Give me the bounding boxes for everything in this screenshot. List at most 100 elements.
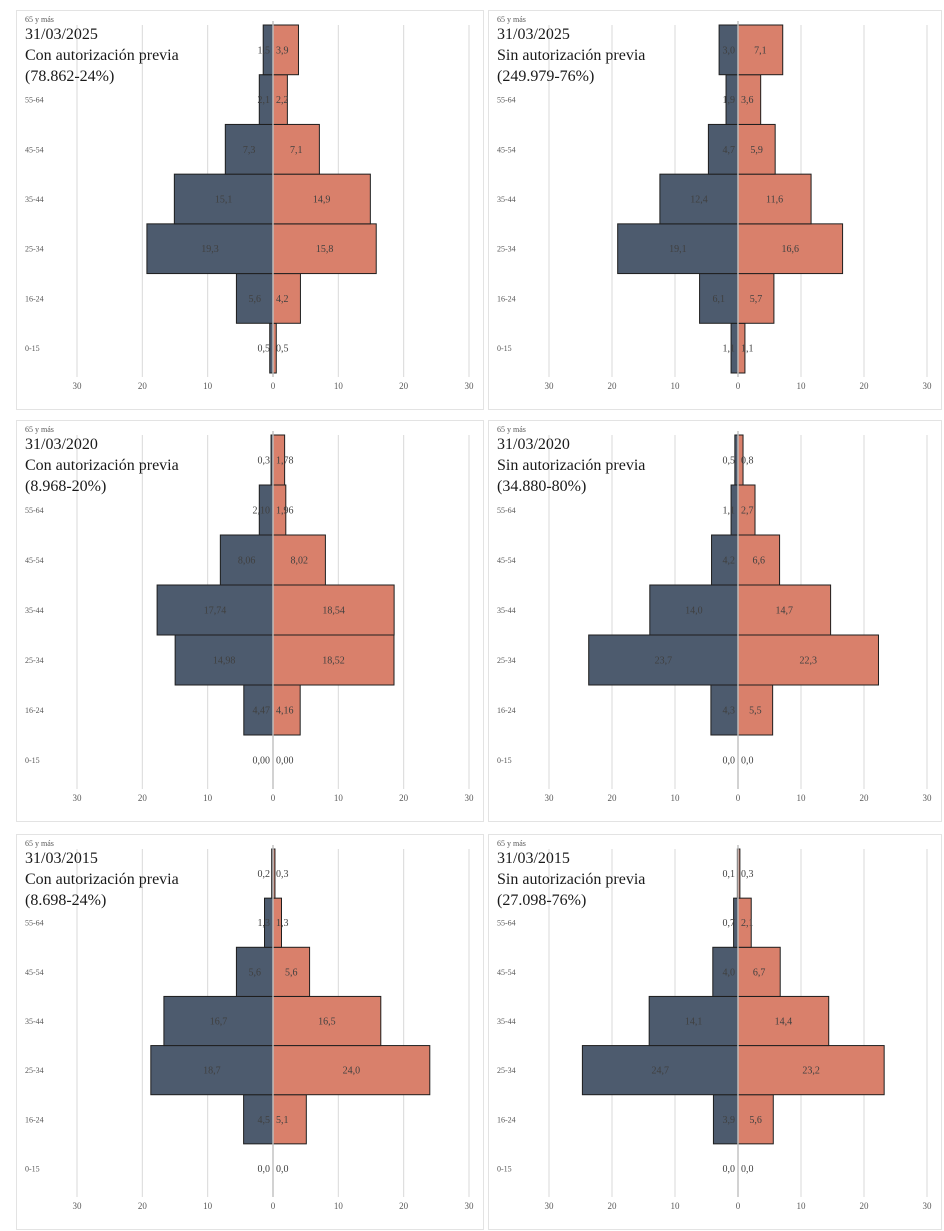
bar-left [219, 534, 274, 586]
value-label-left: 2,1 [258, 95, 271, 106]
value-label-right: 5,6 [285, 967, 298, 978]
x-tick-label: 30 [73, 1201, 83, 1211]
age-category-label: 25-34 [25, 656, 44, 665]
value-label-left: 0,3 [258, 456, 271, 467]
age-category-label: 0-15 [497, 1164, 512, 1173]
bar-left [173, 173, 274, 225]
value-label-left: 5,6 [248, 294, 261, 305]
age-category-label: 65 y más [25, 425, 54, 434]
chart-date: 31/03/2015 [25, 850, 98, 867]
bar-left [712, 1094, 739, 1145]
pyramid-panel: 1,1 1,1 6,1 5,7 19,1 16,6 12,4 11,6 4,7 5,9 1,9 3,6… [488, 10, 942, 410]
x-tick-label: 20 [138, 793, 148, 803]
chart-authorization-label: Sin autorización previa [497, 47, 646, 64]
age-category-label: 16-24 [497, 1115, 516, 1124]
age-category-label: 25-34 [497, 656, 516, 665]
chart-date: 31/03/2015 [497, 850, 570, 867]
x-tick-label: 30 [465, 381, 475, 391]
x-tick-label: 30 [545, 793, 555, 803]
age-category-label: 16-24 [497, 706, 516, 715]
value-label-left: 0,2 [258, 869, 271, 880]
value-label-left: 0,1 [723, 869, 736, 880]
x-tick-label: 10 [797, 1201, 807, 1211]
value-label-right: 0,3 [741, 869, 754, 880]
chart-date: 31/03/2025 [497, 26, 570, 43]
chart-authorization-label: Con autorización previa [25, 457, 179, 474]
value-label-right: 8,02 [290, 556, 308, 567]
age-category-label: 0-15 [25, 344, 40, 353]
value-label-right: 5,5 [749, 706, 762, 717]
bar-right [272, 1045, 431, 1096]
value-label-left: 7,3 [243, 145, 256, 156]
x-tick-label: 30 [465, 1201, 475, 1211]
x-tick-label: 10 [203, 793, 213, 803]
value-label-right: 14,7 [776, 606, 794, 617]
bar-right [737, 1094, 774, 1145]
age-category-label: 65 y más [25, 839, 54, 848]
age-category-label: 25-34 [25, 245, 44, 254]
value-label-left: 2,10 [253, 506, 271, 517]
value-label-right: 16,5 [318, 1017, 336, 1028]
bar-right [272, 995, 382, 1047]
age-category-label: 35-44 [497, 195, 516, 204]
bar-left [712, 946, 739, 997]
value-label-right: 1,78 [276, 456, 294, 467]
value-label-left: 0,5 [258, 344, 271, 355]
x-tick-label: 0 [271, 381, 276, 391]
bar-left [163, 995, 274, 1047]
age-category-label: 35-44 [25, 195, 44, 204]
value-label-left: 3,9 [723, 1115, 736, 1126]
pyramid-chart: 0,00 0,00 4,47 4,16 14,98 18,52 17,74 18,54 8,06… [25, 425, 474, 803]
value-label-right: 1,1 [741, 344, 754, 355]
bar-left [659, 173, 739, 225]
chart-title-block: 31/03/2015 Sin autorización previa (27.098… [497, 848, 645, 911]
x-tick-label: 10 [203, 381, 213, 391]
chart-title-block: 31/03/2020 Sin autorización previa (34.880… [497, 434, 645, 497]
value-label-left: 24,7 [651, 1066, 669, 1077]
x-tick-label: 0 [736, 793, 741, 803]
x-tick-label: 10 [334, 793, 344, 803]
age-category-label: 55-64 [497, 96, 516, 105]
value-label-left: 0,00 [253, 756, 271, 767]
value-label-left: 1,1 [723, 344, 736, 355]
x-tick-label: 20 [860, 381, 870, 391]
pyramid-chart: 0,0 0,0 4,5 5,1 18,7 24,0 16,7 16,5 5,6 5,6 1,3 1,3… [25, 839, 475, 1211]
pyramid-chart: 0,0 0,0 3,9 5,6 24,7 23,2 14,1 14,4 4,0 6,7 0,7 2,1… [497, 839, 932, 1211]
value-label-right: 2,2 [276, 95, 289, 106]
value-label-left: 18,7 [203, 1066, 221, 1077]
chart-date: 31/03/2025 [25, 26, 98, 43]
value-label-right: 6,6 [753, 556, 766, 567]
age-category-label: 35-44 [497, 606, 516, 615]
value-label-right: 15,8 [316, 244, 334, 255]
x-tick-label: 20 [399, 381, 409, 391]
value-label-right: 5,1 [276, 1115, 289, 1126]
x-tick-label: 10 [334, 381, 344, 391]
age-category-label: 45-54 [497, 556, 516, 565]
value-label-left: 17,74 [204, 606, 227, 617]
value-label-right: 2,1 [741, 918, 754, 929]
value-label-left: 12,4 [690, 195, 708, 206]
value-label-right: 0,0 [741, 1164, 754, 1175]
bar-right [737, 684, 774, 736]
value-label-left: 1,3 [258, 918, 271, 929]
x-tick-label: 20 [399, 793, 409, 803]
x-tick-label: 20 [138, 1201, 148, 1211]
age-category-label: 45-54 [25, 145, 44, 154]
value-label-right: 5,6 [749, 1115, 762, 1126]
value-label-right: 5,9 [750, 145, 763, 156]
value-label-right: 4,2 [276, 294, 289, 305]
age-category-label: 55-64 [497, 919, 516, 928]
chart-authorization-label: Con autorización previa [25, 47, 179, 64]
bar-right [737, 223, 844, 275]
value-label-right: 2,7 [741, 506, 754, 517]
bar-right [272, 1094, 307, 1145]
x-tick-label: 0 [271, 793, 276, 803]
age-category-label: 0-15 [497, 344, 512, 353]
value-label-left: 4,5 [258, 1115, 271, 1126]
x-tick-label: 10 [671, 381, 681, 391]
bar-right [737, 634, 879, 686]
x-tick-label: 20 [860, 1201, 870, 1211]
value-label-left: 1,5 [258, 45, 271, 56]
age-category-label: 0-15 [25, 1164, 40, 1173]
bar-right [272, 24, 299, 76]
